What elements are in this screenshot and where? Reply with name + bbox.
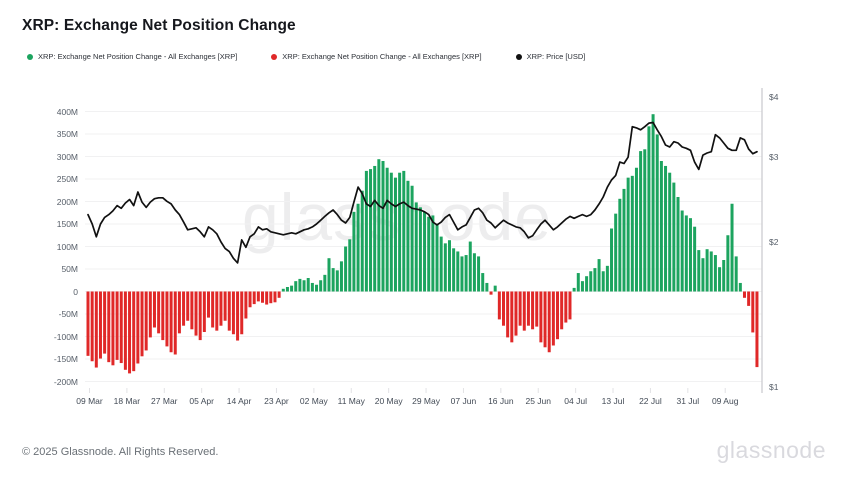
legend-dot-icon bbox=[27, 53, 33, 60]
right-axis-tick: $1 bbox=[769, 382, 779, 392]
legend: XRP: Exchange Net Position Change - All … bbox=[27, 52, 585, 61]
x-axis-tick: 09 Aug bbox=[711, 396, 739, 406]
left-axis-tick: -100M bbox=[53, 331, 78, 342]
x-axis-tick: 09 Mar bbox=[76, 396, 103, 406]
right-axis-tick: $3 bbox=[769, 152, 779, 163]
x-axis-tick: 31 Jul bbox=[676, 396, 700, 406]
right-axis-tick: $2 bbox=[769, 236, 779, 247]
copyright-text: © 2025 Glassnode. All Rights Reserved. bbox=[22, 446, 219, 458]
x-axis-ticks bbox=[89, 388, 726, 393]
legend-dot-icon bbox=[271, 53, 278, 60]
legend-item-label: XRP: Exchange Net Position Change - All … bbox=[282, 52, 482, 61]
x-axis-tick: 18 Mar bbox=[113, 396, 141, 406]
left-axis-tick: 100M bbox=[56, 241, 78, 252]
legend-item-label: XRP: Price [USD] bbox=[526, 52, 586, 61]
right-axis-tick: $4 bbox=[769, 91, 779, 102]
x-axis-tick: 23 Apr bbox=[264, 396, 289, 406]
x-axis-tick: 07 Jun bbox=[450, 396, 477, 406]
x-axis-tick: 05 Apr bbox=[189, 396, 214, 406]
x-axis-tick: 27 Mar bbox=[151, 396, 178, 406]
legend-item-label: XRP: Exchange Net Position Change - All … bbox=[38, 52, 238, 61]
legend-item-1[interactable]: XRP: Exchange Net Position Change - All … bbox=[271, 52, 482, 61]
page-title: XRP: Exchange Net Position Change bbox=[22, 17, 296, 34]
x-axis-tick: 02 May bbox=[299, 396, 328, 406]
price-line bbox=[87, 121, 758, 264]
glassnode-logo: glassnode bbox=[716, 437, 826, 463]
x-axis-tick: 16 Jun bbox=[488, 396, 514, 406]
left-axis-tick: 0 bbox=[73, 286, 78, 297]
left-axis-tick: 350M bbox=[56, 129, 78, 139]
x-axis-tick: 22 Jul bbox=[639, 396, 662, 406]
left-axis-tick: -200M bbox=[53, 376, 78, 387]
legend-item-0[interactable]: XRP: Exchange Net Position Change - All … bbox=[27, 52, 237, 61]
x-axis-tick: 25 Jun bbox=[525, 396, 551, 406]
x-axis-tick: 20 May bbox=[374, 396, 403, 406]
x-axis-tick: 04 Jul bbox=[564, 396, 587, 406]
left-axis-tick: 250M bbox=[56, 174, 78, 184]
left-axis-tick: 200M bbox=[56, 196, 78, 207]
legend-item-2[interactable]: XRP: Price [USD] bbox=[515, 52, 586, 61]
x-axis-tick: 29 May bbox=[412, 396, 440, 406]
left-axis-tick: 150M bbox=[56, 219, 78, 229]
x-axis-tick: 14 Apr bbox=[226, 396, 252, 406]
left-axis-tick: 300M bbox=[56, 151, 78, 162]
left-axis-tick: -150M bbox=[53, 354, 78, 364]
x-axis-tick: 13 Jul bbox=[601, 396, 625, 406]
legend-dot-icon bbox=[515, 53, 522, 60]
left-axis-tick: 50M bbox=[61, 264, 78, 274]
left-axis-tick: -50M bbox=[58, 309, 78, 319]
x-axis-tick: 11 May bbox=[337, 396, 365, 406]
netflow-bars bbox=[86, 114, 759, 374]
left-axis-tick: 400M bbox=[56, 106, 78, 117]
